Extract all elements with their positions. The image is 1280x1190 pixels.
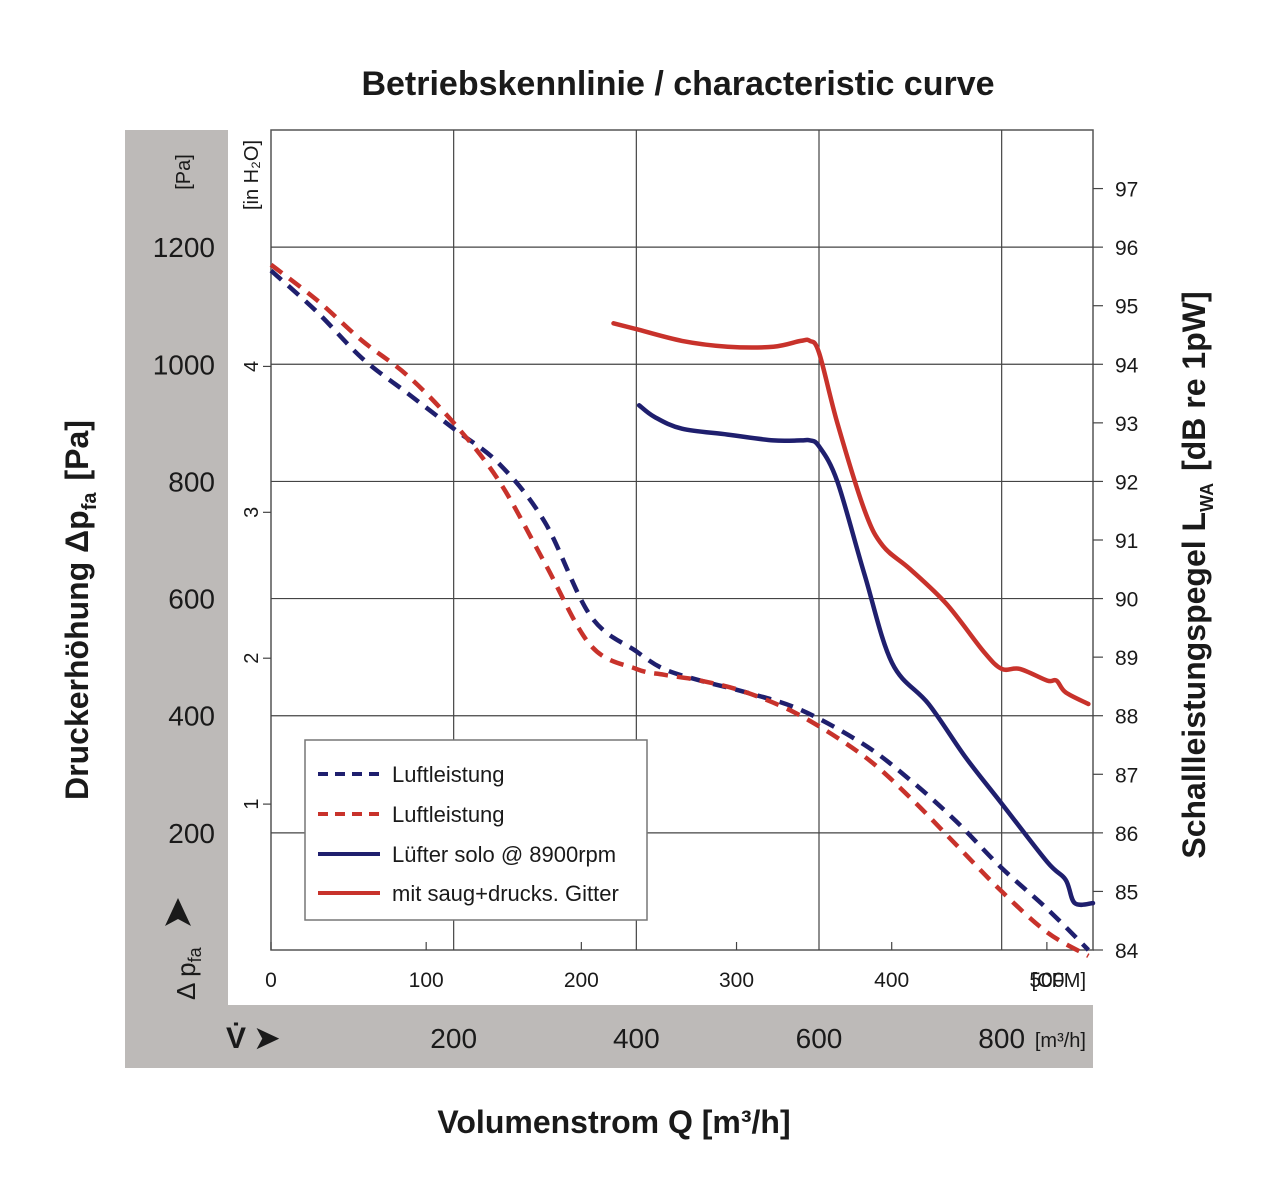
x-cfm-tick-label: 200 bbox=[564, 969, 599, 992]
legend-label-1: Luftleistung bbox=[392, 762, 505, 787]
y2-tick-label: 95 bbox=[1115, 296, 1138, 319]
series-line-3 bbox=[636, 403, 1096, 908]
svg-text:[Pa]: [Pa] bbox=[173, 154, 195, 190]
y2-tick-label: 88 bbox=[1115, 706, 1138, 729]
legend-label-3: Lüfter solo @ 8900rpm bbox=[392, 842, 616, 867]
x-cfm-tick-label: 500 bbox=[1029, 969, 1064, 992]
x-cfm-tick-label: 400 bbox=[874, 969, 909, 992]
x-cfm-unit-label: [CFM] bbox=[1032, 970, 1086, 992]
chart-title: Betriebskennlinie / characteristic curve bbox=[361, 65, 994, 103]
x-cfm-tick-label: 300 bbox=[719, 969, 754, 992]
svg-text:Schallleistungspegel LWA[dB re: Schallleistungspegel LWA [dB re 1pW] bbox=[1176, 291, 1217, 858]
y2-tick-label: 87 bbox=[1115, 764, 1138, 787]
y-axis-title-sub: fa bbox=[79, 492, 101, 511]
y-unit-label: [Pa] bbox=[173, 154, 195, 190]
svg-text:Δ pfa: Δ pfa bbox=[171, 946, 205, 1000]
y-inh2o-tick-label: 1 bbox=[241, 799, 263, 810]
dp-symbol: Δ pfa bbox=[171, 946, 205, 1000]
y2-tick-label: 93 bbox=[1115, 413, 1138, 436]
legend-label-4: mit saug+drucks. Gitter bbox=[392, 881, 619, 906]
y2-axis-title-sub: WA bbox=[1197, 483, 1217, 512]
svg-text:[in H₂O]: [in H₂O] bbox=[241, 140, 263, 210]
y-tick-label: 400 bbox=[168, 701, 215, 732]
bottom-gray-band bbox=[125, 1005, 1093, 1068]
x-axis-title: Volumenstrom Q [m³/h] bbox=[437, 1104, 790, 1140]
dp-arrow-icon bbox=[165, 898, 191, 926]
y-tick-label: 1200 bbox=[153, 232, 215, 263]
y2-tick-label: 97 bbox=[1115, 179, 1138, 202]
y-axis-title-main: Druckerhöhung Δp bbox=[59, 510, 95, 800]
x-cfm-tick-label: 0 bbox=[265, 969, 277, 992]
x-unit-label: [m³/h] bbox=[1035, 1030, 1086, 1052]
legend-label-2: Luftleistung bbox=[392, 802, 505, 827]
y-inh2o-unit-label: [in H₂O] bbox=[241, 140, 263, 210]
series-layer bbox=[269, 262, 1096, 958]
y-tick-label: 600 bbox=[168, 584, 215, 615]
y-inh2o-tick-label: 2 bbox=[241, 653, 263, 664]
legend: Luftleistung Luftleistung Lüfter solo @ … bbox=[304, 739, 648, 921]
y-axis-title: Druckerhöhung Δpfa [Pa] bbox=[59, 420, 101, 800]
legend-box bbox=[304, 739, 648, 921]
y2-axis-title-unit: [dB re 1pW] bbox=[1176, 291, 1212, 471]
y-inh2o-tick-label: 4 bbox=[241, 361, 263, 372]
x-tick-label: 800 bbox=[978, 1023, 1025, 1054]
axis-labels: 2004006008001000120012348485868788899091… bbox=[153, 179, 1139, 1054]
x-cfm-tick-label: 100 bbox=[409, 969, 444, 992]
y2-tick-label: 85 bbox=[1115, 881, 1138, 904]
series-line-1 bbox=[269, 268, 1090, 952]
svg-text:Druckerhöhung Δpfa[Pa]: Druckerhöhung Δpfa [Pa] bbox=[59, 420, 101, 800]
v-symbol: V̇ ➤ bbox=[226, 1022, 279, 1055]
y-tick-label: 1000 bbox=[153, 349, 215, 380]
y2-tick-label: 89 bbox=[1115, 647, 1138, 670]
x-tick-label: 200 bbox=[430, 1023, 477, 1054]
series-line-2 bbox=[269, 262, 1090, 958]
x-tick-label: 400 bbox=[613, 1023, 660, 1054]
dp-symbol-sub: fa bbox=[185, 946, 205, 962]
y2-axis-title: Schallleistungspegel LWA [dB re 1pW] bbox=[1176, 291, 1217, 858]
dp-symbol-main: Δ p bbox=[171, 962, 201, 1000]
y2-tick-label: 94 bbox=[1115, 354, 1139, 377]
y2-tick-label: 96 bbox=[1115, 237, 1138, 260]
series-line-4 bbox=[611, 321, 1091, 707]
y2-tick-label: 92 bbox=[1115, 471, 1138, 494]
y-axis-title-unit: [Pa] bbox=[59, 420, 95, 480]
y-tick-label: 800 bbox=[168, 466, 215, 497]
y-tick-label: 200 bbox=[168, 818, 215, 849]
y2-tick-label: 90 bbox=[1115, 589, 1138, 612]
y2-tick-label: 84 bbox=[1115, 940, 1139, 963]
y2-tick-label: 91 bbox=[1115, 530, 1138, 553]
y2-axis-title-main: Schallleistungspegel L bbox=[1176, 512, 1212, 859]
y-inh2o-tick-label: 3 bbox=[241, 507, 263, 518]
y2-tick-label: 86 bbox=[1115, 823, 1138, 846]
x-tick-label: 600 bbox=[796, 1023, 843, 1054]
